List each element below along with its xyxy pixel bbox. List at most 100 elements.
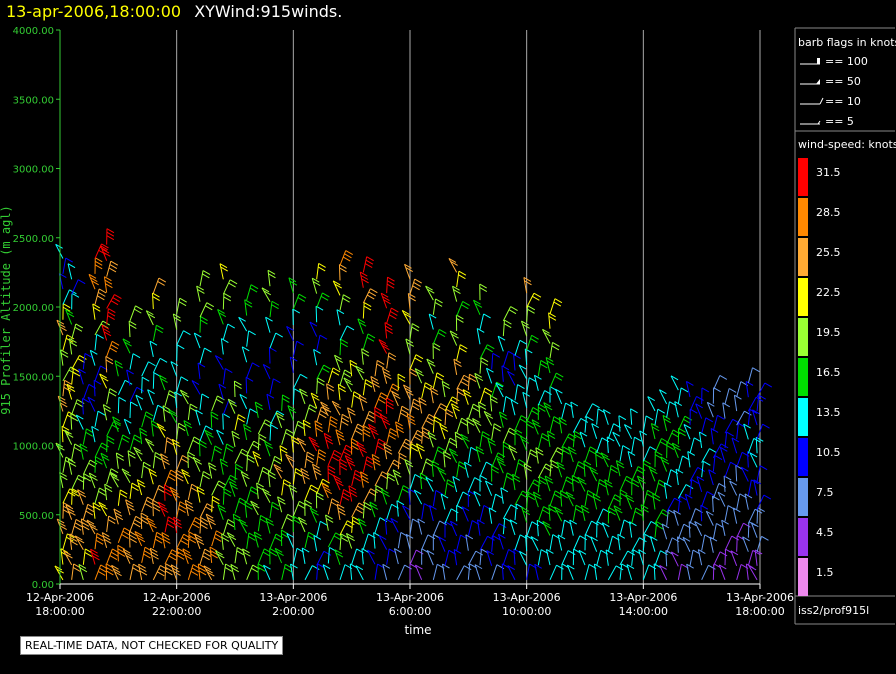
wind-barb (78, 368, 86, 385)
wind-barb (744, 493, 753, 510)
wind-barb (694, 521, 703, 537)
wind-barb (362, 456, 375, 473)
x-tick-time: 22:00:00 (152, 605, 201, 618)
wind-barb (526, 491, 536, 509)
wind-barb (198, 439, 207, 457)
wind-barb (549, 342, 560, 359)
wind-barb (302, 419, 311, 436)
wind-barb (336, 503, 346, 521)
wind-barb (491, 381, 504, 398)
speed-legend-label: 1.5 (816, 566, 834, 579)
wind-barb (117, 396, 127, 414)
wind-barb (114, 360, 123, 377)
y-tick-label: 2000.00 (13, 303, 54, 314)
wind-barb (719, 446, 728, 463)
wind-barb (82, 352, 93, 370)
wind-barb (129, 353, 141, 370)
wind-barb (677, 427, 686, 445)
wind-barb (502, 396, 514, 413)
wind-barb (59, 471, 68, 489)
wind-barb (129, 482, 140, 499)
wind-barb (316, 449, 327, 466)
wind-barb (356, 441, 367, 458)
wind-barb (607, 535, 620, 552)
wind-barb (449, 520, 458, 537)
wind-barb (549, 372, 564, 388)
speed-legend-label: 22.5 (816, 286, 841, 299)
wind-barb (484, 480, 493, 496)
y-ticks: 0.00 500.00 1000.00 1500.00 2000.00 2500.00 30… (13, 26, 60, 591)
wind-barb (370, 376, 380, 393)
wind-barb (339, 325, 355, 341)
wind-barb (234, 463, 244, 481)
wind-barb (628, 521, 637, 538)
wind-barb (413, 489, 423, 505)
wind-barb (227, 398, 237, 414)
wind-barb (386, 352, 397, 369)
wind-barb (673, 509, 681, 526)
wind-barb (514, 339, 528, 356)
wind-barb (344, 455, 356, 471)
wind-barb (162, 405, 171, 422)
wind-barb (332, 280, 342, 296)
wind-barb (373, 532, 381, 549)
wind-barb (386, 503, 399, 520)
wind-barb (397, 405, 410, 422)
wind-barb (437, 466, 447, 482)
wind-barb (677, 484, 694, 499)
wind-barb (588, 466, 599, 482)
speed-legend-label: 10.5 (816, 446, 841, 459)
y-tick-label: 500.00 (19, 511, 54, 522)
wind-barb (218, 383, 227, 400)
wind-barb (217, 309, 227, 325)
wind-barb (474, 372, 484, 389)
wind-barb (444, 521, 453, 538)
wind-barb (675, 468, 684, 486)
wind-barb (263, 564, 271, 581)
wind-barb (537, 433, 550, 450)
wind-barb (339, 294, 351, 311)
wind-barb (163, 484, 172, 501)
wind-barb (183, 420, 193, 437)
wind-barb (106, 294, 122, 309)
wind-barb (351, 423, 365, 440)
wind-barb (441, 380, 451, 398)
wind-barb (71, 323, 84, 340)
wind-barb (89, 349, 98, 366)
wind-barb (141, 411, 154, 428)
wind-barb (82, 459, 98, 475)
wind-barb (428, 504, 437, 522)
wind-barb (756, 382, 773, 398)
wind-barb (199, 347, 212, 364)
wind-barb (171, 438, 181, 455)
wind-barb (426, 549, 435, 566)
wind-barb (222, 443, 234, 460)
wind-barb (176, 297, 187, 315)
wind-barb (756, 465, 768, 482)
wind-barb (222, 323, 235, 340)
wind-barb (642, 489, 655, 506)
wind-barb (631, 466, 646, 482)
wind-barb (296, 437, 307, 453)
wind-barb (747, 437, 762, 454)
wind-barb (316, 292, 330, 309)
wind-barb (152, 531, 164, 549)
wind-barb (565, 491, 575, 507)
wind-barb (66, 383, 76, 400)
wind-barb (355, 565, 364, 581)
wind-barb (81, 398, 90, 415)
wind-barb (526, 479, 542, 495)
wind-barb (339, 488, 351, 506)
wind-barb (316, 364, 331, 380)
wind-barb (210, 411, 219, 428)
wind-barb (502, 504, 519, 520)
wind-barb (211, 495, 220, 513)
wind-barb (168, 409, 178, 424)
wind-barb (584, 416, 594, 433)
wind-barb (253, 531, 263, 548)
wind-barb (747, 396, 764, 412)
wind-barb (612, 431, 621, 447)
wind-barb (309, 507, 319, 523)
wind-barb (479, 535, 495, 551)
wind-barb (479, 387, 493, 404)
